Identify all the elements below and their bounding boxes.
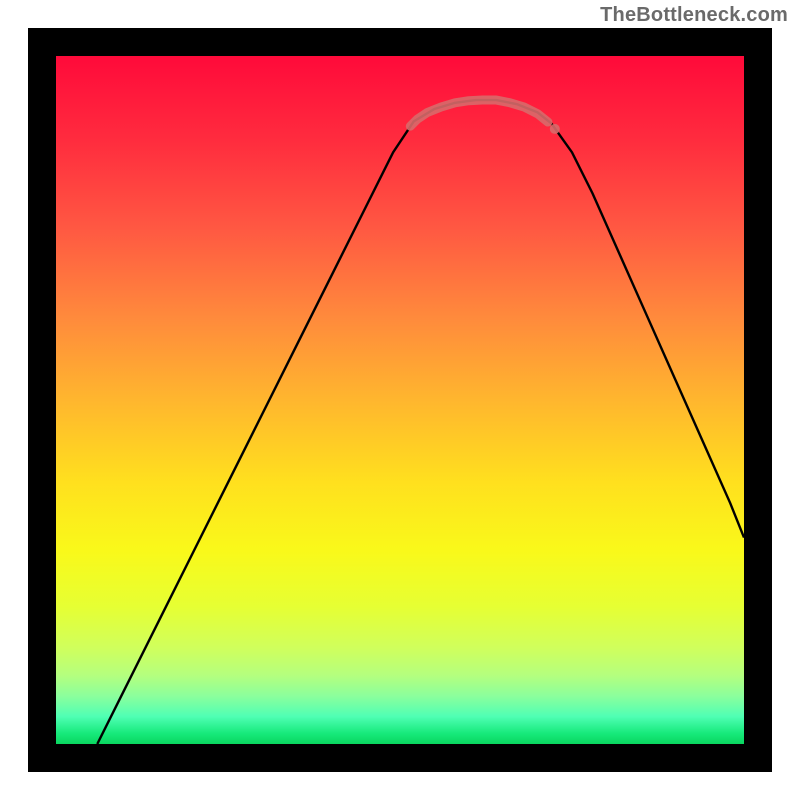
bottleneck-chart: TheBottleneck.com xyxy=(0,0,800,800)
gradient-background xyxy=(56,56,744,744)
watermark-text: TheBottleneck.com xyxy=(600,4,788,27)
plot-area xyxy=(0,0,800,800)
chart-svg xyxy=(0,0,800,800)
optimal-range-end-dot xyxy=(550,124,560,134)
